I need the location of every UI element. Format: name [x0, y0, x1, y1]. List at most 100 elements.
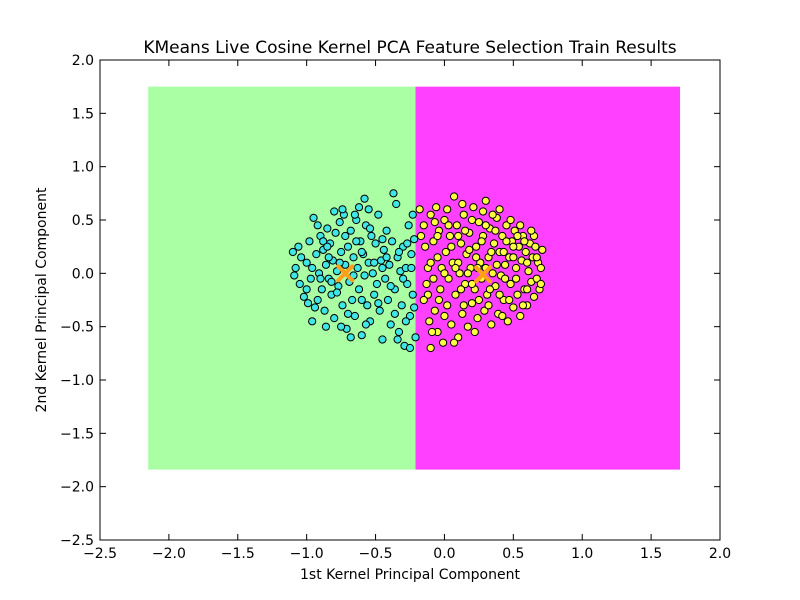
data-point	[335, 218, 344, 227]
data-point	[474, 295, 483, 305]
data-point	[536, 279, 545, 289]
data-point	[404, 221, 413, 230]
data-point	[452, 221, 461, 230]
data-point	[419, 221, 428, 230]
data-point	[523, 258, 532, 267]
data-point	[386, 282, 395, 291]
data-point	[432, 203, 441, 212]
data-point	[532, 274, 541, 283]
data-point	[324, 253, 333, 262]
data-point	[370, 290, 379, 299]
y-axis-label: 2nd Kernel Principal Component	[34, 187, 50, 412]
data-point	[346, 226, 355, 235]
data-point	[465, 245, 474, 254]
data-point	[317, 285, 326, 294]
data-point	[410, 303, 419, 312]
data-point	[529, 292, 539, 301]
data-point	[495, 290, 504, 299]
y-tick-label: 1.0	[72, 160, 94, 176]
data-point	[374, 210, 383, 219]
data-point	[521, 247, 530, 257]
data-point	[416, 231, 426, 241]
data-point	[487, 247, 496, 257]
data-point	[467, 299, 477, 308]
data-point	[386, 320, 395, 329]
data-point	[488, 269, 497, 278]
data-point	[305, 237, 314, 246]
data-point	[459, 301, 468, 310]
data-point	[527, 226, 536, 235]
data-point	[310, 303, 320, 312]
data-point	[480, 306, 489, 315]
data-point	[449, 338, 459, 347]
data-point	[463, 322, 472, 331]
data-point	[337, 322, 346, 331]
data-point	[312, 250, 321, 259]
data-point	[360, 194, 369, 203]
data-point	[408, 290, 417, 299]
data-point	[472, 253, 481, 262]
data-point	[489, 239, 499, 248]
data-point	[331, 228, 340, 237]
data-point	[353, 263, 362, 273]
data-point	[538, 245, 547, 254]
data-point	[313, 221, 322, 230]
data-point	[456, 285, 466, 294]
data-point	[399, 274, 408, 283]
decision-regions	[148, 86, 681, 470]
data-point	[488, 210, 497, 219]
data-point	[500, 274, 510, 283]
x-axis-label: 1st Kernel Principal Component	[300, 567, 520, 583]
data-point	[306, 274, 315, 283]
data-point	[481, 196, 490, 205]
data-point	[455, 269, 464, 278]
data-point	[327, 277, 336, 286]
data-point	[323, 224, 332, 233]
data-point	[458, 199, 467, 209]
data-point	[467, 279, 477, 289]
data-point	[426, 343, 435, 353]
data-point	[511, 263, 521, 273]
data-point	[343, 242, 353, 251]
data-point	[357, 247, 366, 257]
data-point	[470, 327, 479, 337]
data-point	[330, 314, 339, 323]
data-point	[368, 269, 377, 278]
data-point	[498, 311, 507, 321]
centroid-marker	[474, 265, 493, 284]
data-point	[440, 215, 449, 225]
data-point	[371, 239, 380, 248]
data-point	[308, 317, 317, 326]
data-point	[392, 199, 401, 209]
data-point	[290, 271, 299, 280]
data-point	[389, 189, 398, 198]
data-point	[492, 260, 501, 269]
data-point	[385, 260, 394, 269]
data-point	[461, 226, 470, 235]
data-point	[513, 231, 522, 241]
data-point	[320, 306, 329, 315]
data-point	[456, 239, 466, 248]
data-point	[313, 295, 322, 305]
data-point	[297, 253, 306, 262]
data-point	[491, 226, 500, 235]
data-point	[378, 263, 387, 273]
data-point	[381, 274, 390, 283]
data-point	[449, 192, 459, 201]
data-point	[451, 263, 460, 273]
data-point	[341, 231, 350, 241]
data-point	[321, 322, 331, 331]
data-point	[516, 221, 525, 230]
data-point	[350, 210, 359, 219]
y-tick-label: −2.0	[60, 480, 94, 496]
data-point	[487, 320, 496, 329]
data-point	[378, 235, 387, 244]
data-point	[511, 274, 521, 283]
data-point	[472, 242, 481, 251]
x-tick-label: 0.0	[433, 546, 455, 562]
data-point	[473, 314, 482, 323]
data-point	[502, 221, 511, 230]
data-point	[382, 226, 391, 235]
data-point	[343, 309, 353, 318]
